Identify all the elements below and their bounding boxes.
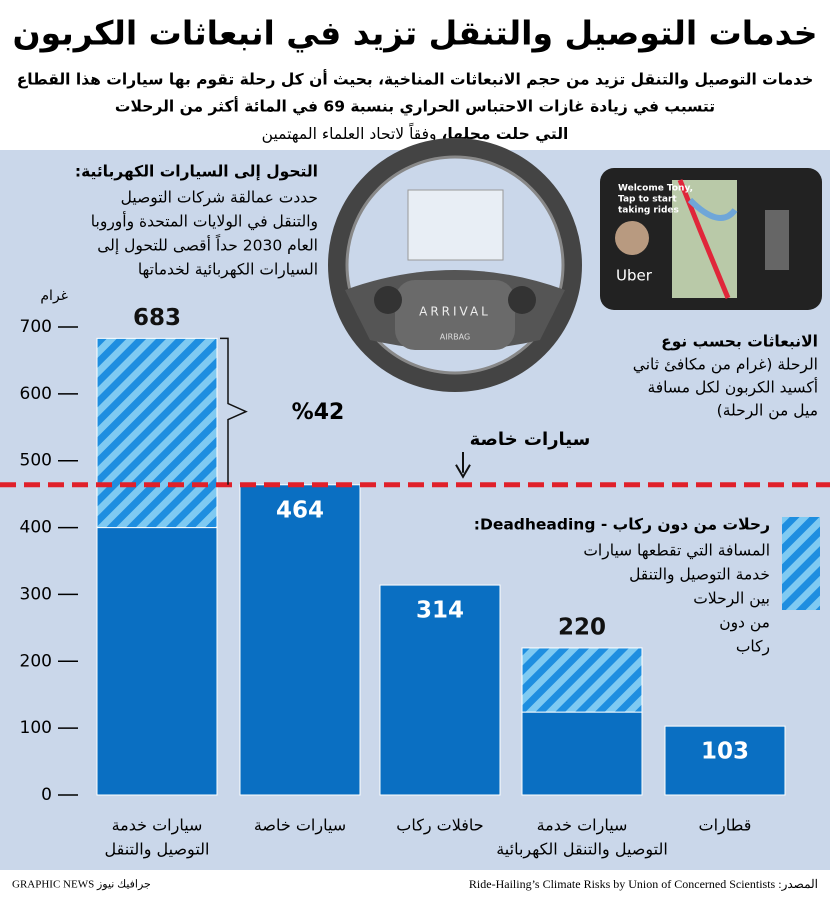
- y-tick-label: 300: [20, 584, 52, 604]
- y-tick-label: 600: [20, 384, 52, 404]
- legend-label: رحلات من دون ركاب - Deadheading:: [474, 516, 770, 534]
- bar-segment: [239, 484, 361, 796]
- note-line: من دون: [719, 614, 770, 633]
- dashboard-screen: Welcome Tony, Tap to start taking rides …: [600, 168, 822, 310]
- note-line: والتنقل في الولايات المتحدة وأوروبا: [91, 211, 318, 232]
- x-tick-label: التوصيل والتنقل: [105, 840, 210, 860]
- y-tick-label: 100: [20, 718, 52, 738]
- screen-text: Uber: [616, 267, 653, 285]
- x-tick-label: سيارات خاصة: [254, 816, 346, 836]
- wheel-text: ARRIVAL: [419, 305, 491, 319]
- note-line: ميل من الرحلة): [717, 402, 818, 420]
- bar-segment: [521, 711, 643, 796]
- note-line: الرحلة (غرام من مكافئ ثاني: [633, 356, 818, 375]
- title: خدمات التوصيل والتنقل تزيد في انبعاثات ا…: [13, 14, 818, 54]
- total-label: 220: [558, 614, 606, 640]
- y-tick-label: 400: [20, 518, 52, 538]
- screen-text: Tap to start: [618, 195, 677, 205]
- total-label: 103: [701, 739, 749, 765]
- note-line: المسافة التي تقطعها سيارات: [583, 542, 770, 561]
- total-label: 683: [133, 305, 181, 331]
- bar-segment-hatched: [521, 647, 643, 713]
- steering-wheel: ARRIVAL AIRBAG: [328, 138, 582, 392]
- bar-segment: [664, 725, 786, 796]
- x-tick-label: قطارات: [699, 816, 752, 836]
- screen-text: taking rides: [618, 206, 679, 216]
- y-tick-label: 200: [20, 651, 52, 671]
- note-line: خدمة التوصيل والتنقل: [629, 566, 770, 585]
- difference-bracket: [220, 337, 248, 485]
- total-label: 314: [416, 598, 464, 624]
- x-tick-label: حافلات ركاب: [396, 816, 483, 836]
- note-line: بين الرحلات: [693, 590, 770, 608]
- note-line: ركاب: [736, 638, 770, 656]
- subtitle: خدمات التوصيل والتنقل تزيد من حجم الانبع…: [17, 70, 814, 89]
- wheel-text: AIRBAG: [440, 333, 470, 342]
- bar-segment: [379, 584, 501, 796]
- x-tick-label: سيارات خدمة: [537, 816, 628, 836]
- note-line: أكسيد الكربون لكل مسافة: [647, 377, 818, 397]
- total-label: 464: [276, 497, 324, 523]
- subtitle-part: وفقاً لاتحاد العلماء المهتمين: [262, 122, 437, 143]
- annotation: %42: [292, 400, 345, 425]
- note-line: حددت عمالقة شركات التوصيل: [121, 189, 318, 207]
- legend-swatch: [782, 517, 820, 610]
- credit: GRAPHIC NEWS جرافيك نيوز: [12, 879, 151, 891]
- subtitle-part: التي حلت محلها،: [441, 125, 568, 144]
- subtitle: تتسبب في زيادة غازات الاحتباس الحراري بن…: [115, 97, 715, 117]
- y-tick-label: 0: [41, 785, 52, 805]
- bar-segment: [96, 527, 218, 796]
- note-line: السيارات الكهربائية لخدماتها: [138, 261, 318, 280]
- y-tick-label: 500: [20, 451, 52, 471]
- subtitle: التي حلت محلها، وفقاً لاتحاد العلماء الم…: [262, 122, 569, 143]
- screen-text: Welcome Tony,: [618, 184, 693, 194]
- bar-segment-hatched: [96, 337, 218, 529]
- x-tick-label: التوصيل والتنقل الكهربائية: [496, 840, 668, 860]
- note-line: العام 2030 حداً أقصى للتحول إلى: [97, 234, 318, 254]
- note-title: التحول إلى السيارات الكهربائية:: [75, 163, 318, 181]
- source: المصدر: Ride-Hailing’s Climate Risks by …: [469, 877, 818, 891]
- reference-arrow: [455, 452, 471, 479]
- x-tick-label: سيارات خدمة: [112, 816, 203, 836]
- y-axis-label: غرام: [40, 288, 68, 304]
- note-line: الانبعاثات بحسب نوع: [661, 333, 818, 351]
- y-tick-label: 700: [20, 317, 52, 337]
- reference-label: سيارات خاصة: [470, 429, 591, 450]
